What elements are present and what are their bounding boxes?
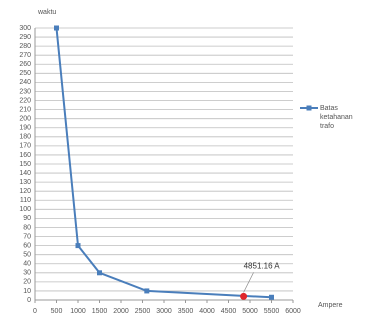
y-tick-label: 200	[19, 116, 31, 123]
x-tick-label: 5000	[242, 308, 258, 315]
x-tick-label: 5500	[264, 308, 280, 315]
x-tick-label: 3500	[178, 308, 194, 315]
x-tick-label: 2500	[135, 308, 151, 315]
x-tick-label: 1500	[92, 308, 108, 315]
y-tick-label: 230	[19, 88, 31, 95]
x-tick-label: 4500	[221, 308, 237, 315]
y-tick-label: 20	[23, 279, 31, 286]
y-tick-label: 10	[23, 288, 31, 295]
y-tick-label: 290	[19, 34, 31, 41]
legend-marker	[306, 105, 312, 111]
y-tick-label: 260	[19, 61, 31, 68]
y-tick-label: 90	[23, 215, 31, 222]
y-tick-label: 80	[23, 224, 31, 231]
y-tick-label: 60	[23, 242, 31, 249]
x-tick-label: 3000	[156, 308, 172, 315]
highlight-point	[240, 292, 248, 300]
y-tick-label: 0	[27, 297, 31, 304]
marker	[97, 270, 102, 276]
x-tick-label: 1000	[70, 308, 86, 315]
y-tick-label: 120	[19, 188, 31, 195]
y-tick-label: 270	[19, 52, 31, 59]
x-axis-label: Ampere	[318, 302, 343, 309]
y-tick-label: 300	[19, 25, 31, 32]
legend-label: Batas ketahanan trafo	[320, 105, 353, 130]
y-tick-label: 180	[19, 134, 31, 141]
y-tick-label: 140	[19, 170, 31, 177]
y-tick-label: 100	[19, 206, 31, 213]
y-tick-label: 110	[20, 197, 31, 204]
y-tick-label: 250	[19, 70, 31, 77]
x-tick-label: 6000	[285, 308, 301, 315]
annotation: 4851.16 A	[244, 261, 281, 270]
marker	[54, 25, 59, 31]
x-tick-label: 2000	[113, 308, 129, 315]
y-tick-label: 40	[23, 261, 31, 268]
y-tick-label: 130	[19, 179, 31, 186]
y-tick-label: 50	[23, 252, 31, 259]
marker	[269, 294, 274, 300]
y-tick-label: 190	[19, 125, 31, 132]
x-tick-label: 500	[51, 308, 63, 315]
x-tick-label: 0	[33, 308, 37, 315]
x-tick-label: 4000	[199, 308, 215, 315]
y-tick-label: 280	[19, 43, 31, 50]
y-tick-label: 160	[19, 152, 31, 159]
y-tick-label: 70	[23, 233, 31, 240]
y-tick-label: 220	[19, 97, 31, 104]
y-tick-label: 30	[23, 270, 31, 277]
y-axis-label: waktu	[37, 9, 56, 16]
marker	[75, 243, 81, 249]
y-tick-label: 240	[19, 79, 31, 86]
marker	[144, 288, 150, 294]
y-tick-label: 150	[19, 161, 31, 168]
y-tick-label: 170	[19, 143, 31, 150]
y-tick-label: 210	[19, 106, 31, 113]
annotation-leader	[243, 272, 254, 293]
line	[55, 27, 272, 299]
